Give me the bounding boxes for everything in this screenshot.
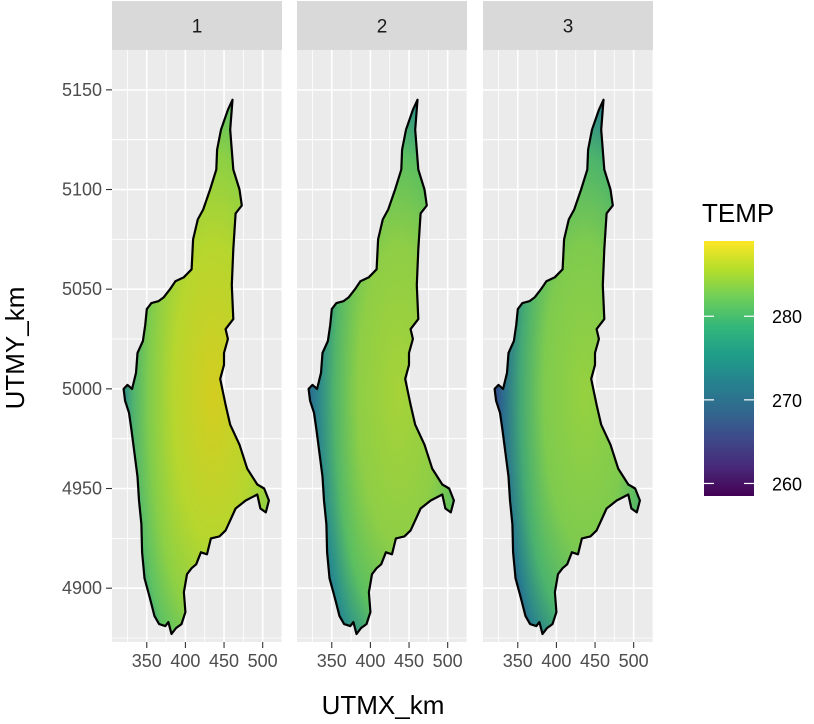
x-tick-label: 450 xyxy=(209,651,239,671)
facet-strip xyxy=(112,1,282,50)
x-tick-label: 400 xyxy=(170,651,200,671)
facet-strip-label: 2 xyxy=(377,17,388,38)
temperature-field-shading xyxy=(123,99,269,635)
temperature-field-shading xyxy=(308,99,454,635)
x-tick-label: 350 xyxy=(132,651,162,671)
facet-panel-1: 1 350 400 450 500 xyxy=(112,1,283,671)
colorbar-tick-label: 280 xyxy=(772,307,802,327)
x-tick-label: 450 xyxy=(394,651,424,671)
y-axis: 4900 4950 5000 5050 5100 5150 xyxy=(62,80,112,598)
colorbar xyxy=(704,241,754,496)
legend: TEMP 260 270 280 xyxy=(702,198,802,496)
x-tick-label: 400 xyxy=(355,651,385,671)
region-boundary xyxy=(493,98,642,636)
legend-title: TEMP xyxy=(702,198,774,228)
facet-strip xyxy=(483,1,653,50)
y-tick-label: 4950 xyxy=(62,479,102,499)
facet-strip-label: 1 xyxy=(192,17,203,38)
x-tick-label: 400 xyxy=(541,651,571,671)
y-tick-label: 5100 xyxy=(62,180,102,200)
x-tick-label: 350 xyxy=(317,651,347,671)
facet-panel-2: 2 350 400 450 500 xyxy=(297,1,468,671)
x-axis-title: UTMX_km xyxy=(322,690,445,720)
x-tick-label: 500 xyxy=(248,651,278,671)
x-tick-label: 500 xyxy=(619,651,649,671)
y-tick-label: 5000 xyxy=(62,379,102,399)
facet-panels: 1 350 400 450 500 2 350 400 450 500 3 350 400 450 500 xyxy=(112,1,654,671)
facet-panel-3: 3 350 400 450 500 xyxy=(483,1,654,671)
region-boundary xyxy=(122,98,270,636)
x-tick-label: 450 xyxy=(580,651,610,671)
x-tick-label: 350 xyxy=(503,651,533,671)
colorbar-tick-label: 270 xyxy=(772,391,802,411)
x-tick-label: 500 xyxy=(433,651,463,671)
temperature-field-shading xyxy=(494,99,640,635)
y-tick-label: 4900 xyxy=(62,578,102,598)
y-tick-label: 5050 xyxy=(62,279,102,299)
y-tick-label: 5150 xyxy=(62,80,102,100)
facet-strip-label: 3 xyxy=(563,17,574,38)
region-boundary xyxy=(307,98,455,636)
colorbar-ticks: 260 270 280 xyxy=(704,307,802,494)
facet-strip xyxy=(297,1,467,50)
colorbar-tick-label: 260 xyxy=(772,474,802,494)
y-axis-title: UTMY_km xyxy=(0,287,30,410)
